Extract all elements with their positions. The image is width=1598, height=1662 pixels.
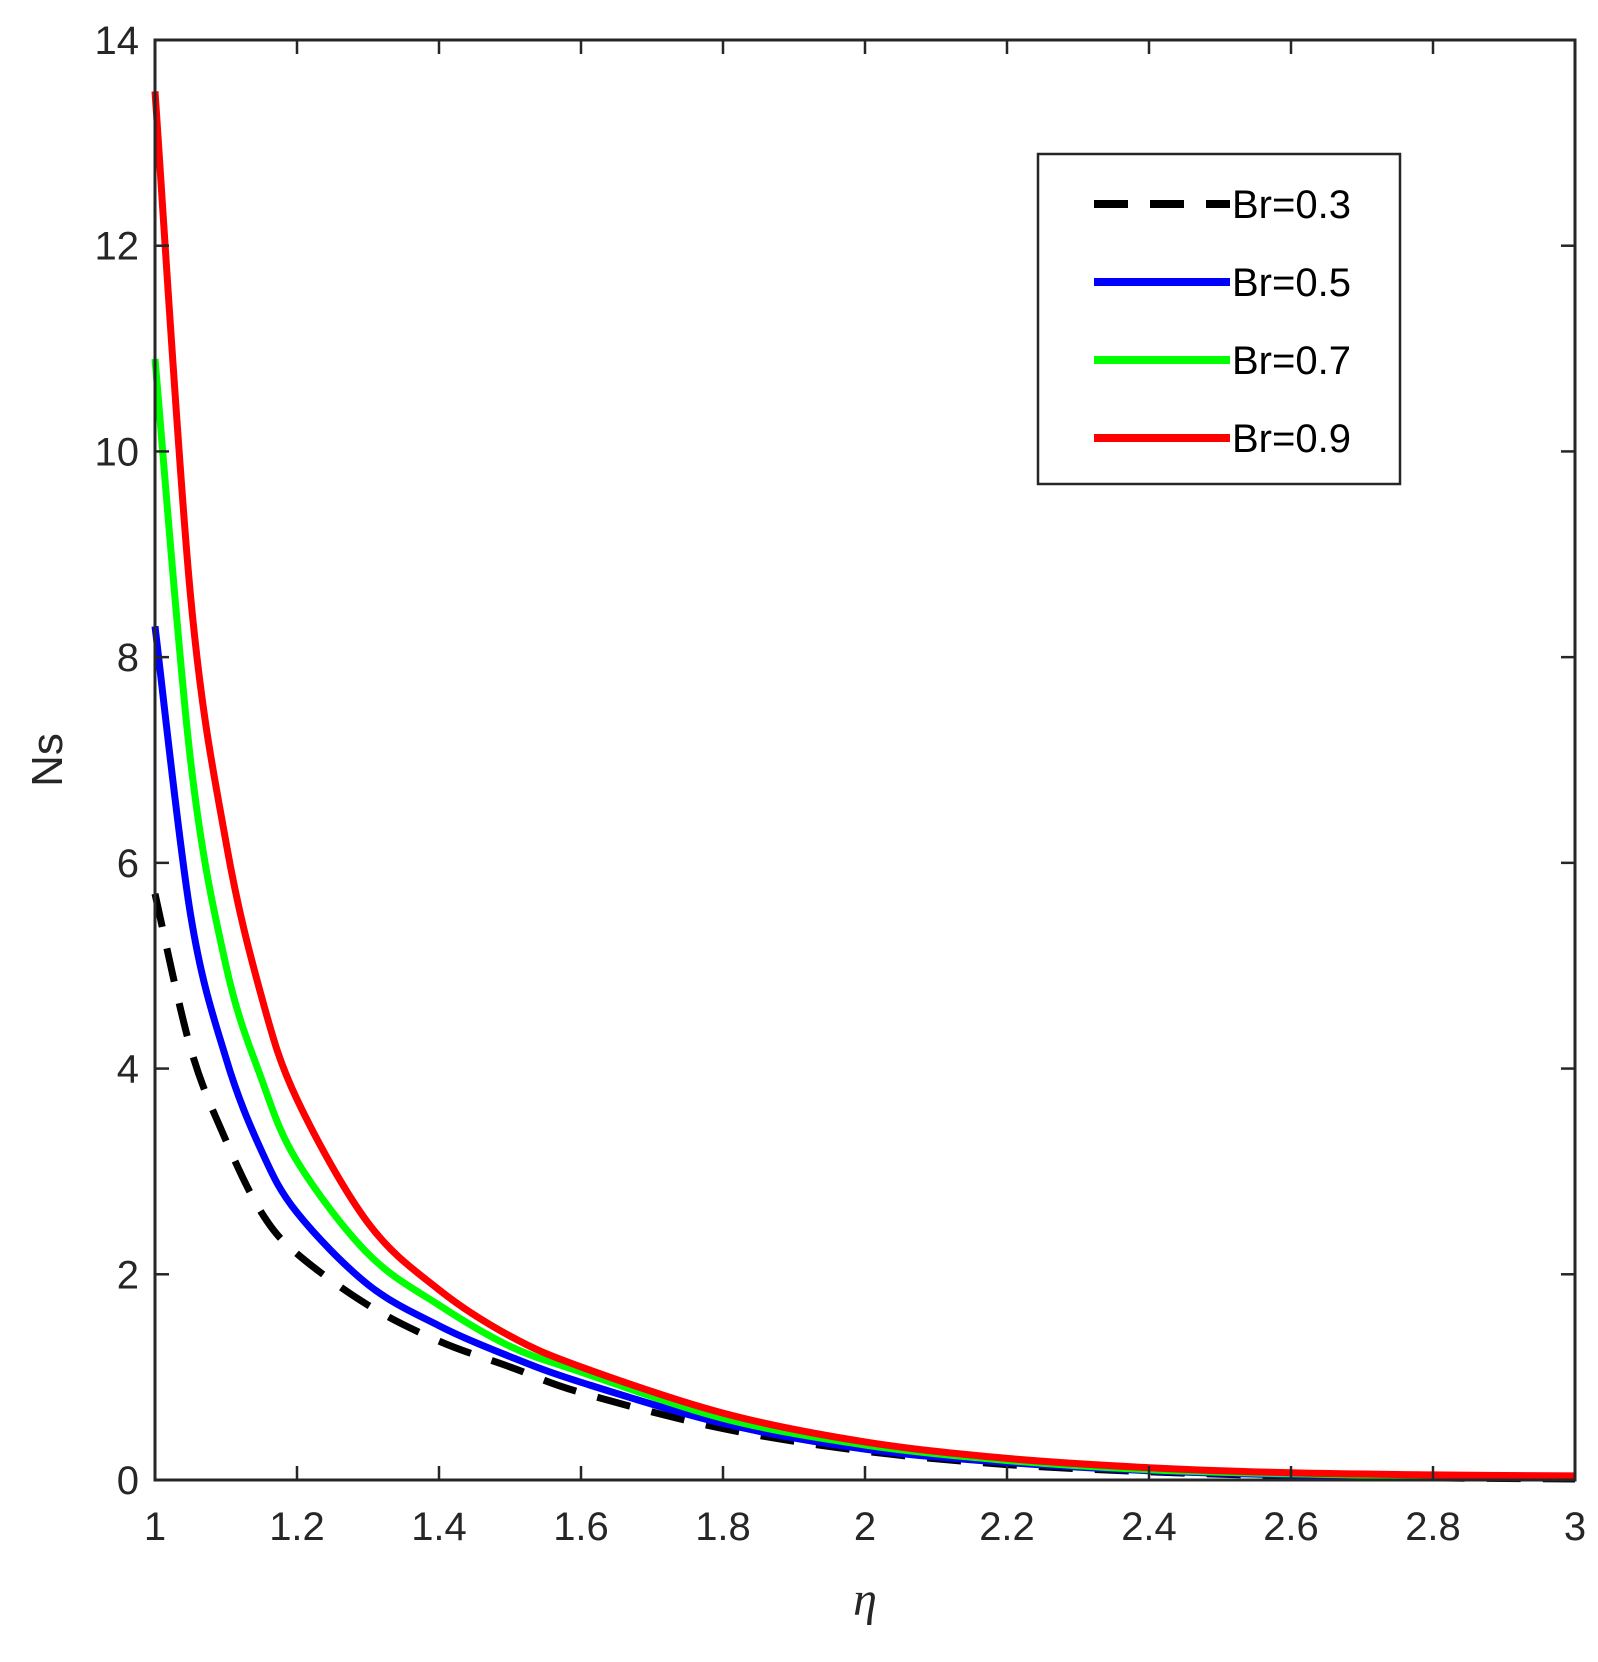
x-tick-label: 1.6 xyxy=(553,1505,609,1549)
y-tick-label: 10 xyxy=(95,430,140,474)
legend-label: Br=0.7 xyxy=(1232,339,1351,383)
legend-label: Br=0.9 xyxy=(1232,417,1351,461)
legend-box xyxy=(1036,152,1402,486)
y-tick-label: 12 xyxy=(95,225,140,269)
x-tick-label: 1.2 xyxy=(269,1505,325,1549)
y-tick-label: 8 xyxy=(117,636,139,680)
x-tick-label: 2 xyxy=(854,1505,876,1549)
x-tick-label: 1 xyxy=(144,1505,166,1549)
x-tick-label: 2.8 xyxy=(1405,1505,1461,1549)
x-tick-label: 2.4 xyxy=(1121,1505,1177,1549)
legend-label: Br=0.5 xyxy=(1232,261,1351,305)
y-tick-label: 14 xyxy=(95,19,140,63)
x-axis-title: η xyxy=(853,1573,877,1626)
x-tick-label: 1.8 xyxy=(695,1505,751,1549)
legend-items: Br=0.3 Br=0.5 Br=0.7 Br=0.9 xyxy=(1094,183,1351,461)
y-tick-label: 2 xyxy=(117,1253,139,1297)
tick-layer: 1 1.2 1.4 1.6 1.8 2 2.2 2.4 2.6 2.8 3 0 2 4 6 8 10 12 14 xyxy=(95,19,1587,1549)
y-tick-label: 0 xyxy=(117,1459,139,1503)
x-tick-label: 2.2 xyxy=(979,1505,1035,1549)
legend-label: Br=0.3 xyxy=(1232,183,1351,227)
x-tick-label: 3 xyxy=(1564,1505,1586,1549)
x-tick-label: 1.4 xyxy=(411,1505,467,1549)
y-axis-title: Ns xyxy=(23,733,72,787)
x-tick-label: 2.6 xyxy=(1263,1505,1319,1549)
y-tick-label: 4 xyxy=(117,1048,139,1092)
series-layer xyxy=(151,91,1576,1483)
legend: Br=0.3 Br=0.5 Br=0.7 Br=0.9 xyxy=(1036,152,1402,486)
series-line-br-0-3 xyxy=(151,892,1576,1483)
series-line-br-0-9 xyxy=(151,91,1576,1480)
y-tick-label: 6 xyxy=(117,842,139,886)
